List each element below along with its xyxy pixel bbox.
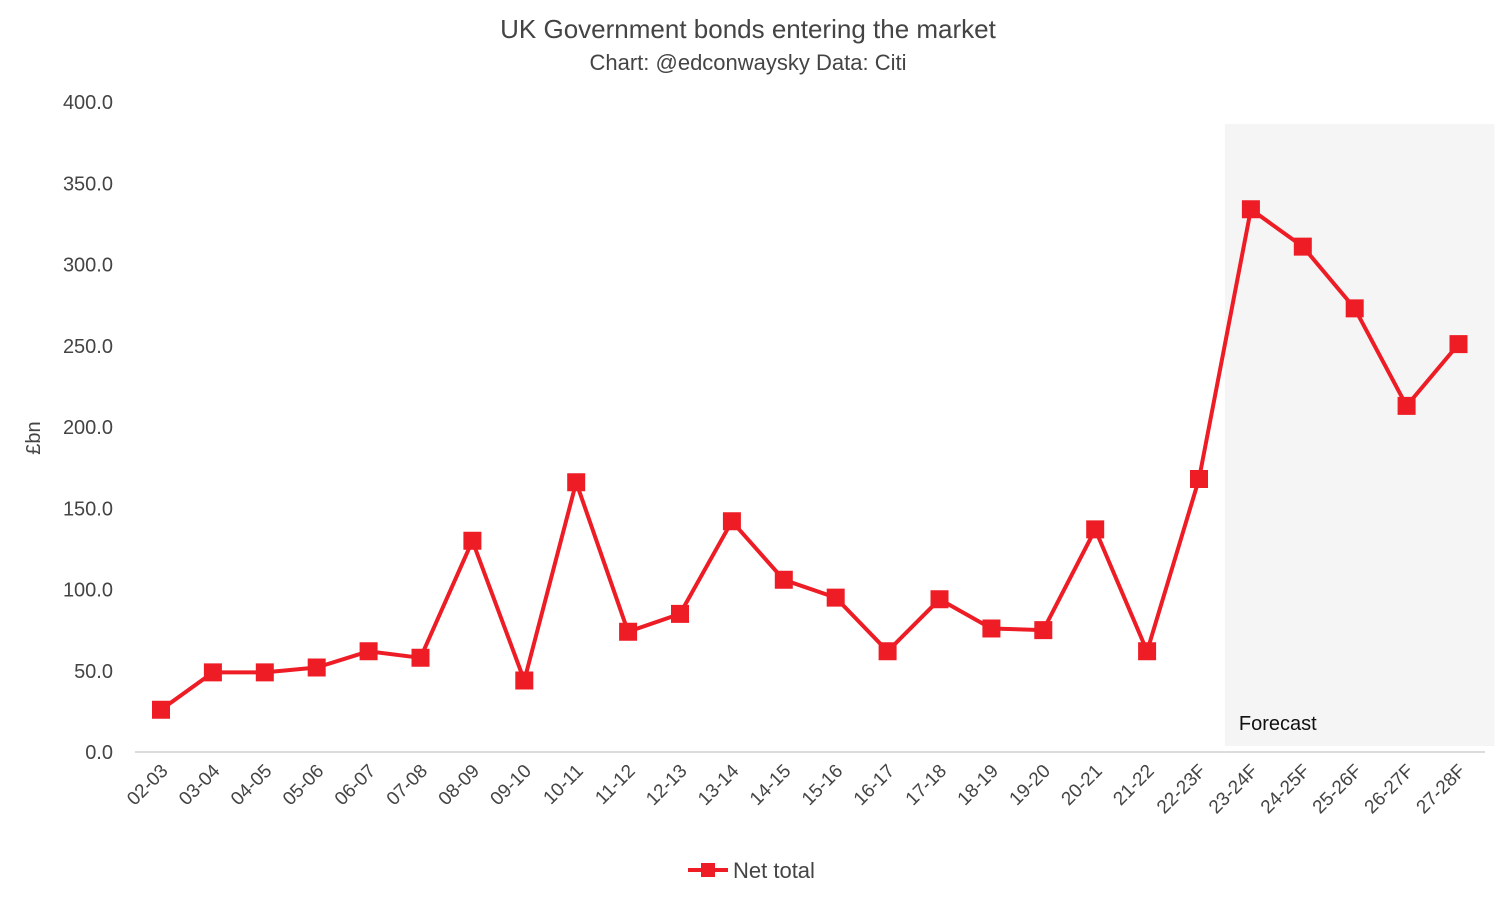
x-tick-label: 19-20 xyxy=(1006,761,1055,810)
data-point xyxy=(671,604,689,623)
y-tick-label: 300.0 xyxy=(63,255,113,277)
x-tick-label: 10-11 xyxy=(540,761,588,809)
x-tick-label: 24-25F xyxy=(1257,761,1314,818)
x-tick-label: 06-07 xyxy=(331,761,380,810)
y-tick-label: 250.0 xyxy=(63,336,113,358)
legend: Net total xyxy=(688,858,815,883)
x-tick-label: 26-27F xyxy=(1361,761,1418,818)
data-point xyxy=(982,619,1001,638)
x-tick-label: 13-14 xyxy=(694,760,744,810)
x-tick-label: 07-08 xyxy=(383,761,432,810)
data-point xyxy=(1293,237,1312,256)
forecast-region xyxy=(1224,124,1495,746)
data-point xyxy=(307,658,326,677)
data-point xyxy=(152,700,170,719)
data-point xyxy=(878,642,897,661)
data-point xyxy=(619,622,638,641)
data-point xyxy=(1190,470,1208,488)
x-tick-label: 02-03 xyxy=(123,761,172,810)
data-point xyxy=(1345,299,1364,318)
x-tick-label: 18-19 xyxy=(954,761,1003,810)
data-point xyxy=(930,590,949,609)
x-tick-label: 21-22 xyxy=(1109,761,1158,810)
x-tick-label: 05-06 xyxy=(279,761,328,810)
x-tick-label: 20-21 xyxy=(1058,761,1107,810)
data-point xyxy=(567,473,586,492)
data-point xyxy=(1138,642,1157,661)
y-tick-label: 200.0 xyxy=(63,417,113,439)
data-point xyxy=(774,570,793,589)
y-tick-label: 350.0 xyxy=(63,173,113,195)
series-layer xyxy=(152,200,1468,719)
x-tick-label: 04-05 xyxy=(227,761,276,810)
data-point xyxy=(1086,520,1105,539)
x-tick-label: 08-09 xyxy=(435,761,484,810)
data-point xyxy=(722,512,741,531)
x-tick-label: 27-28F xyxy=(1413,761,1470,818)
x-tick-label: 25-26F xyxy=(1309,761,1366,818)
x-tick-label: 15-16 xyxy=(798,761,847,810)
forecast-label: Forecast xyxy=(1239,713,1317,735)
y-tick-label: 100.0 xyxy=(63,580,113,602)
data-point xyxy=(463,531,482,550)
y-tick-label: 0.0 xyxy=(85,742,113,764)
x-tick-label: 12-13 xyxy=(642,761,691,810)
data-point xyxy=(255,663,274,682)
x-tick-label: 09-10 xyxy=(487,761,536,810)
x-tick-label: 23-24F xyxy=(1205,761,1262,818)
data-point xyxy=(1449,335,1468,354)
data-point xyxy=(515,671,534,690)
y-tick-labels: 0.0 50.0 100.0 150.0 200.0 250.0 300.0 350.0 400… xyxy=(63,92,113,764)
x-tick-label: 14-15 xyxy=(746,761,795,810)
forecast-shade-layer: Forecast xyxy=(1224,124,1495,746)
x-tick-label: 16-17 xyxy=(850,761,899,810)
data-point xyxy=(1241,200,1260,219)
data-point xyxy=(1397,396,1416,415)
y-tick-label: 150.0 xyxy=(63,498,113,520)
legend-label-net-total: Net total xyxy=(733,858,815,883)
data-point xyxy=(826,588,845,607)
data-point xyxy=(411,648,430,667)
x-tick-label: 22-23F xyxy=(1153,761,1210,818)
y-axis-label: £bn xyxy=(23,421,45,454)
x-tick-label: 03-04 xyxy=(175,760,225,810)
y-tick-label: 50.0 xyxy=(74,661,113,683)
y-tick-label: 400.0 xyxy=(63,92,113,114)
chart-subtitle: Chart: @edconwaysky Data: Citi xyxy=(589,50,906,75)
x-tick-labels: 02-03 03-04 04-05 05-06 06-07 07-08 08-09 09-10… xyxy=(123,760,1470,818)
legend-marker-swatch xyxy=(701,863,715,877)
data-point xyxy=(1034,621,1053,640)
chart-title: UK Government bonds entering the market xyxy=(500,14,996,44)
x-tick-label: 17-18 xyxy=(902,761,951,810)
data-point xyxy=(359,642,378,661)
x-tick-label: 11-12 xyxy=(591,761,639,809)
data-point xyxy=(203,663,222,682)
